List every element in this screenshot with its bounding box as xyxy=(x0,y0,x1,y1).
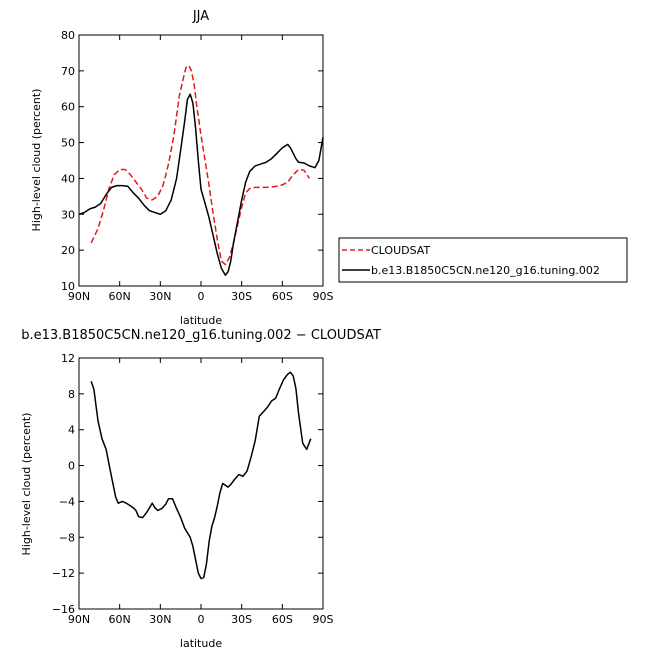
x-tick-label: 90N xyxy=(68,290,90,303)
x-tick-label: 30N xyxy=(149,613,171,626)
x-tick-label: 30S xyxy=(231,290,252,303)
top-chart-title: JJA xyxy=(192,9,209,24)
x-tick-label: 60N xyxy=(109,290,131,303)
y-tick-label: 12 xyxy=(61,352,75,365)
x-tick-label: 60N xyxy=(109,613,131,626)
top-x-axis-label: latitude xyxy=(180,314,222,327)
legend-entry-model: b.e13.B1850C5CN.ne120_g16.tuning.002 xyxy=(371,264,600,277)
y-tick-label: 8 xyxy=(68,388,75,401)
y-tick-label: 80 xyxy=(61,29,75,42)
x-tick-label: 90N xyxy=(68,613,90,626)
bottom-x-axis-label: latitude xyxy=(180,637,222,650)
bottom-y-axis: −16 −12 −8 −4 0 4 8 12 xyxy=(52,352,323,616)
top-plot-frame xyxy=(78,34,324,287)
y-tick-label: 70 xyxy=(61,65,75,78)
top-series-layer xyxy=(78,64,324,276)
x-tick-label: 0 xyxy=(198,613,205,626)
x-tick-label: 90S xyxy=(313,290,334,303)
legend: CLOUDSAT b.e13.B1850C5CN.ne120_g16.tunin… xyxy=(338,237,628,283)
legend-frame xyxy=(338,237,628,283)
series-line-b-e13-b1850c5cn-ne120-g16-tuning-002 xyxy=(78,93,324,276)
series-line-cloudsat xyxy=(90,64,311,266)
x-tick-label: 0 xyxy=(198,290,205,303)
x-tick-label: 30N xyxy=(149,290,171,303)
x-tick-label: 90S xyxy=(313,613,334,626)
bottom-chart-title: b.e13.B1850C5CN.ne120_g16.tuning.002 − C… xyxy=(21,328,381,343)
bottom-panel: b.e13.B1850C5CN.ne120_g16.tuning.002 − C… xyxy=(20,328,381,650)
y-tick-label: 20 xyxy=(61,244,75,257)
y-tick-label: −16 xyxy=(52,603,75,616)
y-tick-label: −12 xyxy=(52,567,75,580)
y-tick-label: 60 xyxy=(61,101,75,114)
y-tick-label: 4 xyxy=(68,424,75,437)
y-tick-label: 0 xyxy=(68,460,75,473)
y-tick-label: 50 xyxy=(61,137,75,150)
y-tick-label: 40 xyxy=(61,172,75,185)
bottom-series-layer xyxy=(90,371,312,580)
y-tick-label: −8 xyxy=(59,531,75,544)
y-tick-label: 10 xyxy=(61,280,75,293)
legend-entry-cloudsat: CLOUDSAT xyxy=(371,244,430,257)
series-line-difference xyxy=(90,371,312,580)
top-x-axis: 90N 60N 30N 0 30S 60S 90S xyxy=(68,35,334,303)
top-panel: JJA 10 20 30 40 50 60 70 80 90N 60N 30N 0 30S 60S 90S… xyxy=(30,9,334,327)
top-y-axis-label: High-level cloud (percent) xyxy=(30,89,43,232)
bottom-y-axis-label: High-level cloud (percent) xyxy=(20,413,33,556)
y-tick-label: 30 xyxy=(61,208,75,221)
y-tick-label: −4 xyxy=(59,495,75,508)
bottom-plot-frame xyxy=(78,357,324,610)
x-tick-label: 60S xyxy=(272,613,293,626)
x-tick-label: 30S xyxy=(231,613,252,626)
top-y-axis: 10 20 30 40 50 60 70 80 xyxy=(61,29,323,293)
x-tick-label: 60S xyxy=(272,290,293,303)
bottom-x-axis: 90N 60N 30N 0 30S 60S 90S xyxy=(68,358,334,626)
